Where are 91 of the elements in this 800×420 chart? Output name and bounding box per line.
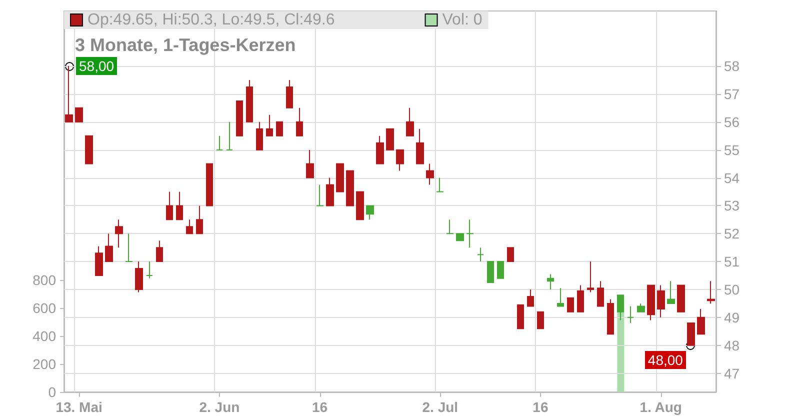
candlestick xyxy=(517,304,524,330)
x-tick-label: 13. Mai xyxy=(56,399,102,415)
candlestick xyxy=(266,114,273,136)
candlestick xyxy=(647,284,655,321)
candlestick xyxy=(196,205,203,234)
legend-label: Vol: 0 xyxy=(442,12,482,28)
x-tick-label: 2. Jul xyxy=(422,399,458,415)
candlestick xyxy=(105,233,113,262)
candlestick xyxy=(376,135,384,164)
candlestick xyxy=(446,219,454,234)
candlestick xyxy=(226,121,233,150)
candlestick xyxy=(75,107,83,122)
candlestick xyxy=(607,298,614,335)
candlestick xyxy=(426,163,434,186)
candlestick xyxy=(597,280,604,307)
candlestick xyxy=(627,306,634,324)
candlestick xyxy=(567,297,574,312)
candlestick xyxy=(316,184,324,206)
y-tick-label: 48 xyxy=(724,337,740,354)
x-tick-label: 2. Jun xyxy=(199,399,240,415)
candlestick xyxy=(406,107,414,136)
y-tick-label: 50 xyxy=(724,281,740,298)
y-tick-label: 57 xyxy=(724,86,740,102)
annotation: 58,00 xyxy=(76,57,118,76)
candlestick xyxy=(206,163,213,206)
y2-tick-label: 200 xyxy=(32,356,56,372)
candlestick xyxy=(276,121,283,136)
candlestick xyxy=(216,135,223,150)
y-tick-label: 53 xyxy=(724,198,740,214)
candlestick xyxy=(617,294,624,321)
candlestick xyxy=(125,233,133,262)
candlestick xyxy=(85,135,93,164)
candlestick xyxy=(637,302,645,312)
y-tick-label: 54 xyxy=(724,170,740,186)
candlestick xyxy=(507,247,514,262)
candlestick xyxy=(236,100,243,136)
candlestick xyxy=(256,121,263,150)
candlestick xyxy=(456,233,464,242)
x-tick-label: 16 xyxy=(532,399,548,415)
candlestick xyxy=(396,149,404,172)
candlestick xyxy=(587,261,594,293)
candlestick xyxy=(547,274,554,290)
legend-label: Op:49.65, Hi:50.3, Lo:49.5, Cl:49.6 xyxy=(88,12,335,28)
candlestick xyxy=(296,107,303,136)
candlestick xyxy=(366,205,374,220)
candlestick xyxy=(497,261,504,279)
candlestick xyxy=(166,191,173,220)
candlestick xyxy=(487,261,494,284)
candlestick xyxy=(346,170,354,206)
candlestick xyxy=(186,219,193,234)
candlestick xyxy=(577,284,584,312)
candlestick xyxy=(416,128,424,164)
candlestick xyxy=(527,288,534,307)
candlestick xyxy=(537,311,544,330)
y-tick-label: 52 xyxy=(724,226,740,242)
candlestick xyxy=(176,191,183,220)
y-tick-label: 49 xyxy=(724,309,740,326)
candlestick xyxy=(436,177,444,192)
y-tick-label: 55 xyxy=(724,142,740,158)
candlestick xyxy=(356,191,364,220)
candlestick xyxy=(657,284,665,318)
candlestick xyxy=(306,149,314,178)
candlestick xyxy=(697,308,705,335)
candlestick xyxy=(115,219,123,248)
annotation: 48,00 xyxy=(644,351,686,370)
x-tick-label: 16 xyxy=(312,399,328,415)
candlestick xyxy=(336,163,344,192)
candlestick xyxy=(386,128,394,150)
candlestick xyxy=(286,79,293,108)
text: 3 Monate, 1-Tages-Kerzen xyxy=(75,35,296,55)
candlestick xyxy=(477,247,484,262)
candlestick xyxy=(707,280,715,304)
candlestick xyxy=(246,79,253,122)
candlestick xyxy=(135,261,143,293)
y-tick-label: 51 xyxy=(724,254,740,270)
y-tick-label: 58 xyxy=(724,58,740,74)
y2-tick-label: 400 xyxy=(32,328,56,344)
candlestick xyxy=(667,280,675,304)
candlestick xyxy=(146,261,153,279)
y-tick-label: 56 xyxy=(724,114,740,130)
y2-tick-label: 800 xyxy=(32,272,56,288)
candlestick xyxy=(557,288,564,307)
y2-tick-label: 600 xyxy=(32,300,56,316)
candlestick xyxy=(677,284,685,312)
x-tick-label: 1. Aug xyxy=(640,399,682,415)
y-tick-label: 47 xyxy=(724,365,740,382)
candlestick xyxy=(156,240,163,262)
candlestick xyxy=(466,219,474,248)
candlestick xyxy=(95,246,103,276)
candlestick xyxy=(326,177,334,206)
y2-tick-label: 0 xyxy=(48,384,56,400)
